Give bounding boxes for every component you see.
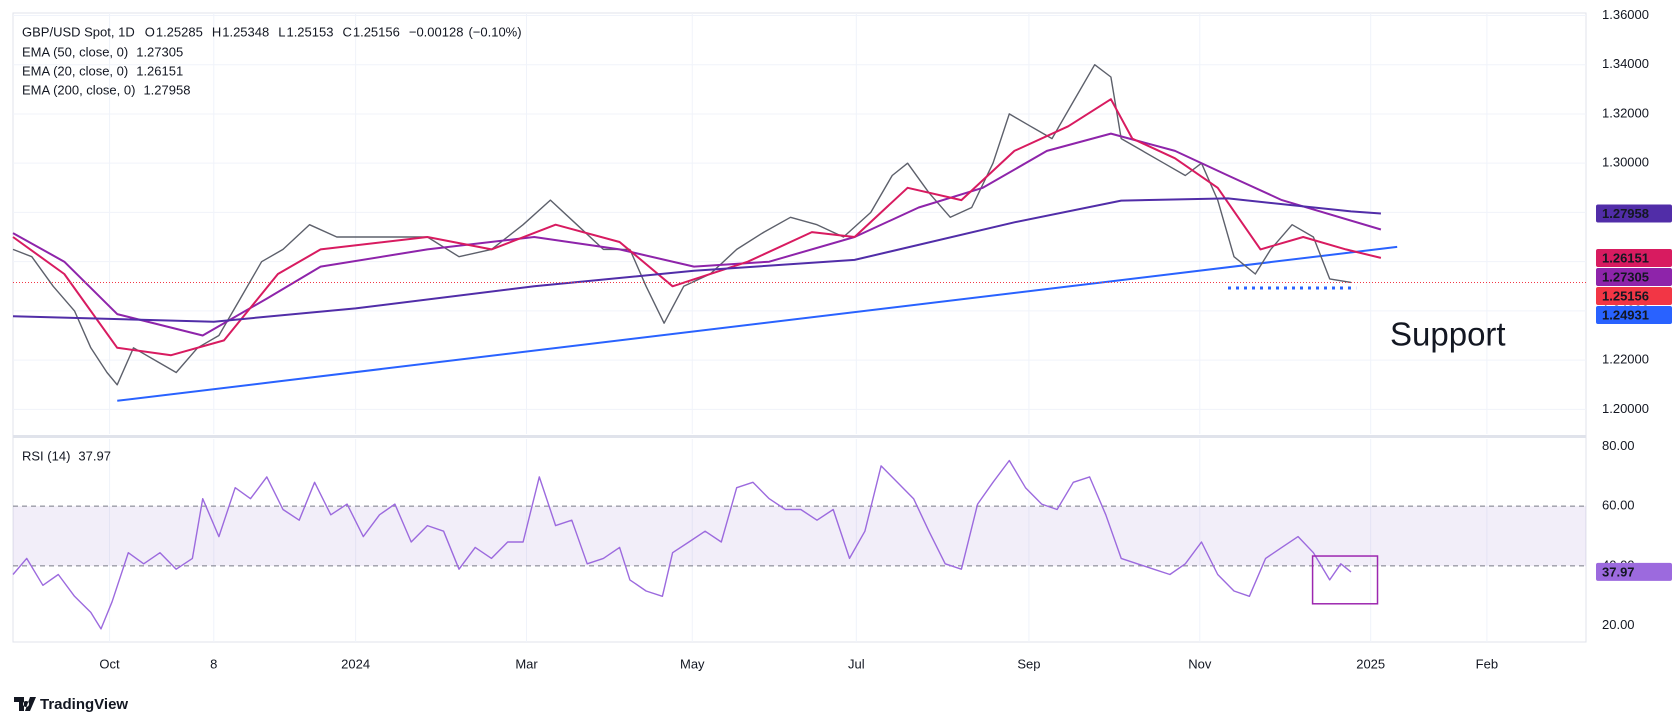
- value-box-label: 1.27958: [1602, 206, 1649, 221]
- y-tick-label: 1.34000: [1602, 56, 1649, 71]
- ohlc-label: L: [278, 24, 285, 39]
- value-box: [1596, 305, 1672, 324]
- legend-value: 1.27305: [136, 44, 183, 59]
- series-line: [12, 197, 1381, 323]
- ohlc-value: 1.25285: [156, 24, 203, 39]
- x-tick-label: May: [680, 656, 705, 671]
- value-box: [1596, 248, 1672, 267]
- legend-name: EMA (200, close, 0): [22, 82, 135, 97]
- support-label: Support: [1390, 316, 1506, 353]
- x-tick-label: Nov: [1188, 656, 1212, 671]
- legend-name: RSI (14): [22, 448, 70, 463]
- y-tick-label: 80.00: [1602, 438, 1635, 453]
- x-tick-label: 8: [210, 656, 217, 671]
- y-tick-label: 1.22000: [1602, 352, 1649, 367]
- rsi-annotation-box: [1311, 555, 1379, 605]
- x-tick-label: Feb: [1476, 656, 1498, 671]
- trendline: [117, 245, 1398, 402]
- x-tick-label: Oct: [99, 656, 120, 671]
- change-pct: (−0.10%): [468, 24, 521, 39]
- x-tick-label: 2025: [1356, 656, 1385, 671]
- value-box-label: 1.26151: [1602, 250, 1649, 265]
- rsi-band: [13, 506, 1586, 566]
- series-line: [12, 459, 1352, 630]
- logo: TradingView: [14, 696, 128, 713]
- ohlc-value: 1.25156: [353, 24, 400, 39]
- series-line: [12, 64, 1352, 386]
- value-box-label: 1.25156: [1602, 288, 1649, 303]
- value-box-label: 37.97: [1602, 564, 1635, 579]
- value-box: [1596, 286, 1672, 305]
- change: −0.00128: [409, 24, 464, 39]
- legend-value: 1.26151: [136, 63, 183, 78]
- legend-name: EMA (20, close, 0): [22, 63, 128, 78]
- ohlc-label: C: [342, 24, 351, 39]
- brand: TradingView: [40, 696, 128, 713]
- y-tick-label: 20.00: [1602, 617, 1635, 632]
- value-box: [1596, 267, 1672, 286]
- value-box-label: 1.24931: [1602, 307, 1649, 322]
- ohlc-label: H: [212, 24, 221, 39]
- legend-symbol: GBP/USD Spot, 1D: [22, 24, 135, 39]
- legend-value: 37.97: [78, 448, 111, 463]
- legend-name: EMA (50, close, 0): [22, 44, 128, 59]
- value-box: [1596, 562, 1672, 581]
- logo-mark: [14, 697, 36, 711]
- value-box: [1596, 204, 1672, 223]
- x-tick-label: 2024: [341, 656, 370, 671]
- y-tick-label: 1.30000: [1602, 155, 1649, 170]
- x-tick-label: Sep: [1017, 656, 1040, 671]
- x-tick-label: Mar: [515, 656, 538, 671]
- value-box-label: 1.27305: [1602, 269, 1649, 284]
- pane-border: [12, 12, 1587, 643]
- ohlc-value: 1.25348: [222, 24, 269, 39]
- ohlc-value: 1.25153: [286, 24, 333, 39]
- x-tick-label: Jul: [848, 656, 865, 671]
- series-line: [12, 132, 1382, 337]
- y-tick-label: 60.00: [1602, 498, 1635, 513]
- y-tick-label: 1.20000: [1602, 401, 1649, 416]
- legend-value: 1.27958: [143, 82, 190, 97]
- ohlc-label: O: [145, 24, 155, 39]
- y-tick-label: 1.36000: [1602, 7, 1649, 22]
- y-tick-label: 1.32000: [1602, 105, 1649, 120]
